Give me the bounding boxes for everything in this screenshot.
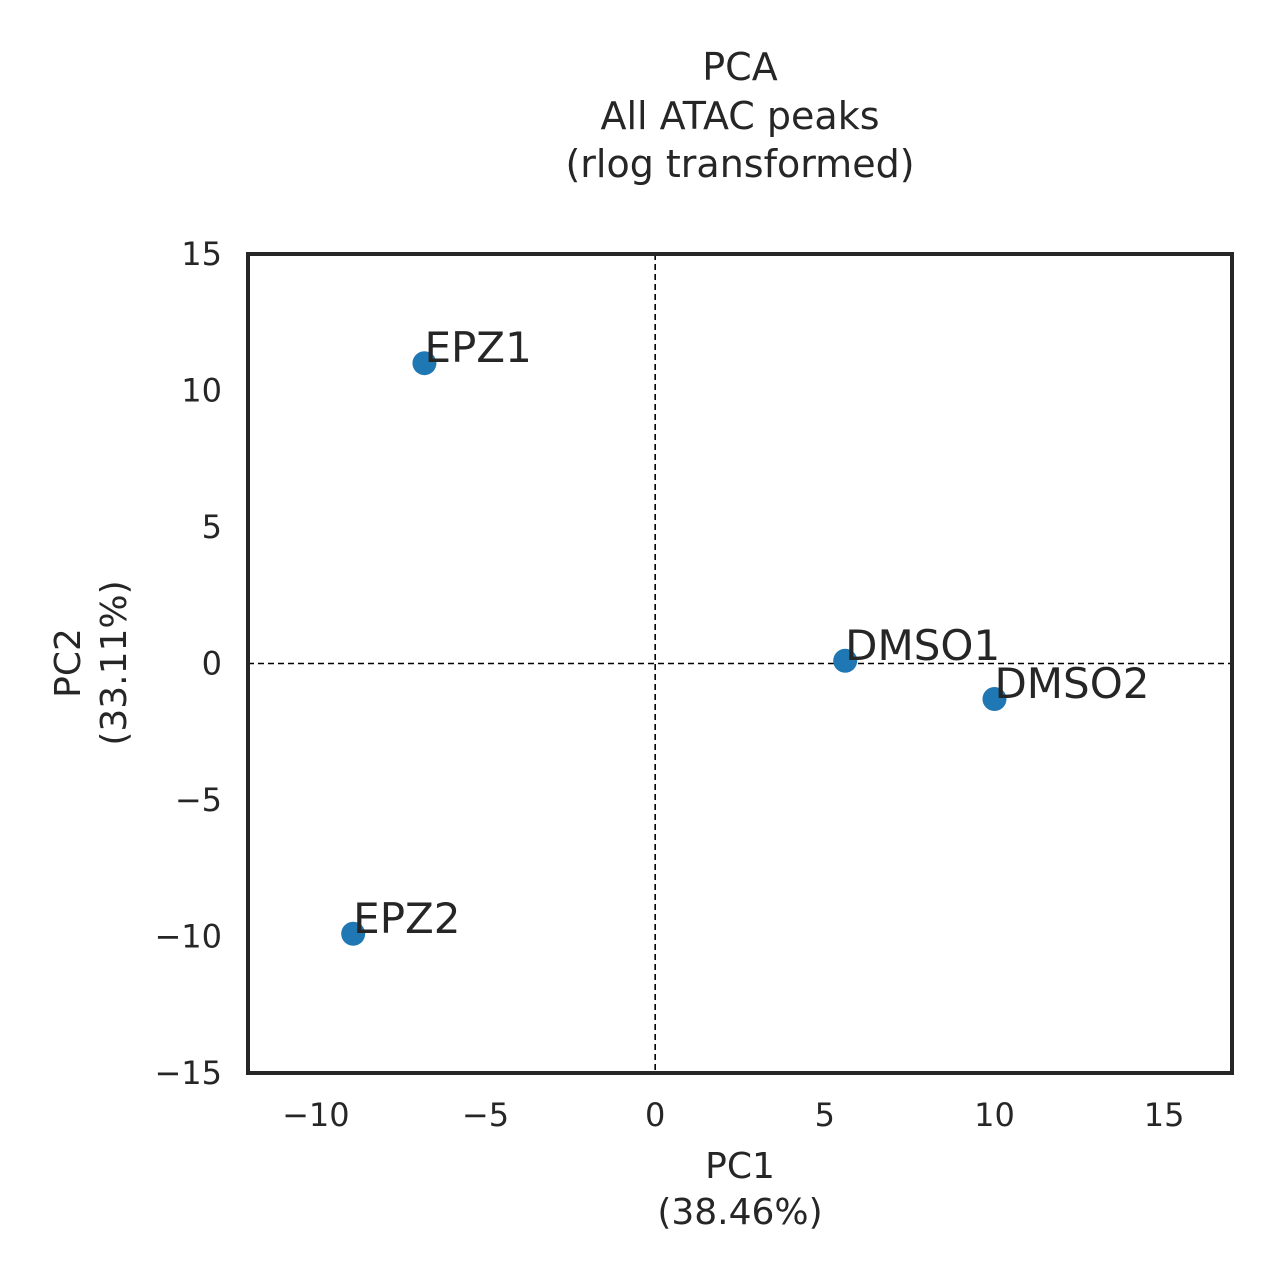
x-axis-label-line-2: (38.46%)	[657, 1192, 822, 1233]
data-point	[412, 351, 437, 376]
y-tick-label: 15	[181, 235, 222, 273]
y-axis-label-line-2: (33.11%)	[94, 580, 135, 745]
x-tick-label: −10	[282, 1096, 350, 1134]
data-point-label: EPZ1	[424, 323, 531, 372]
y-tick-label: −10	[154, 918, 222, 956]
x-tick-label: 15	[1144, 1096, 1185, 1134]
data-point-label: EPZ2	[353, 894, 460, 943]
x-axis-label: PC1 (38.46%)	[657, 1146, 822, 1233]
data-point	[982, 686, 1007, 711]
data-point-label: DMSO1	[845, 621, 1000, 670]
x-tick-label: 5	[815, 1096, 835, 1134]
x-axis-label-line-1: PC1	[705, 1146, 775, 1187]
title-line-3: (rlog transformed)	[565, 142, 914, 186]
x-tick-label: 0	[645, 1096, 665, 1134]
y-tick-label: 5	[202, 508, 222, 546]
title-line-2: All ATAC peaks	[600, 94, 879, 138]
y-tick-label: −5	[175, 781, 222, 819]
y-axis-ticks: −15 −10 −5 0 5 10 15	[154, 235, 222, 1092]
y-tick-label: −15	[154, 1054, 222, 1092]
y-tick-label: 10	[181, 372, 222, 410]
data-point	[833, 648, 858, 673]
x-axis-ticks: −10 −5 0 5 10 15	[282, 1096, 1184, 1134]
data-point-label: DMSO2	[994, 659, 1149, 708]
y-axis-label-line-1: PC2	[48, 628, 89, 698]
plot-frame	[246, 252, 1234, 1075]
data-point	[341, 921, 366, 946]
y-axis-label: PC2 (33.11%)	[48, 580, 135, 745]
x-tick-label: 10	[974, 1096, 1015, 1134]
y-tick-label: 0	[202, 645, 222, 683]
x-tick-label: −5	[462, 1096, 509, 1134]
chart-title: PCA All ATAC peaks (rlog transformed)	[565, 45, 914, 186]
title-line-1: PCA	[702, 45, 777, 89]
